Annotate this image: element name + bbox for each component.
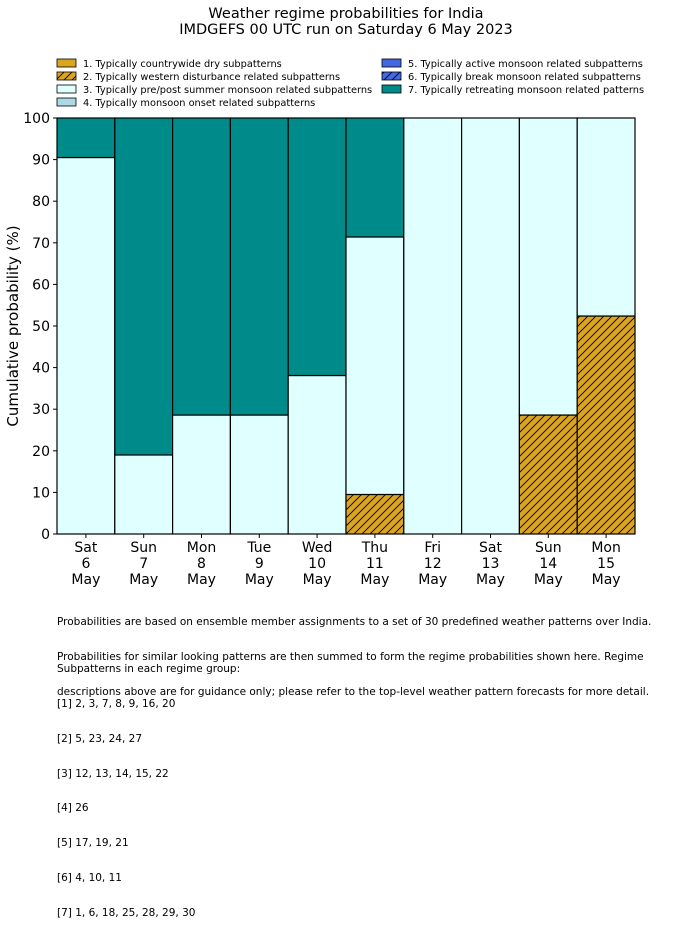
legend-label: 1. Typically countrywide dry subpatterns <box>83 59 282 70</box>
x-tick-label: May <box>245 572 274 588</box>
bar-segment <box>518 414 578 535</box>
subpatterns-item: [4] 26 <box>57 802 89 815</box>
legend-label: 4. Typically monsoon onset related subpa… <box>83 98 315 109</box>
y-tick-label: 0 <box>41 527 50 543</box>
x-tick-label: May <box>418 572 447 588</box>
bar-segment <box>229 414 289 535</box>
x-tick-label: May <box>360 572 389 588</box>
subpatterns-item: [1] 2, 3, 7, 8, 9, 16, 20 <box>57 697 176 710</box>
x-tick-label: May <box>129 572 158 588</box>
x-tick-label: 12 <box>424 556 442 572</box>
y-axis-label: Cumulative probability (%) <box>4 225 22 426</box>
x-tick-label: 13 <box>482 556 500 572</box>
legend-entry: 2. Typically western disturbance related… <box>56 71 340 83</box>
x-tick-label: May <box>303 572 332 588</box>
bar-segment <box>229 117 289 416</box>
y-tick-label: 90 <box>32 153 50 169</box>
y-tick-label: 80 <box>32 194 50 210</box>
subpatterns-item: [6] 4, 10, 11 <box>57 871 122 884</box>
legend-label: 7. Typically retreating monsoon related … <box>408 85 644 96</box>
bar-segment <box>56 156 116 535</box>
bar-segment <box>114 454 174 535</box>
bar-segment <box>345 117 405 238</box>
x-tick-label: May <box>592 572 621 588</box>
legend-entry: 6. Typically break monsoon related subpa… <box>381 71 641 83</box>
legend-swatch <box>57 59 76 67</box>
legend-swatch <box>382 59 401 67</box>
legend-label: 6. Typically break monsoon related subpa… <box>408 72 641 83</box>
x-tick-label: 9 <box>255 556 264 572</box>
y-tick-label: 50 <box>32 319 50 335</box>
bar-segment <box>461 117 521 535</box>
x-tick-label: May <box>187 572 216 588</box>
legend-swatch <box>382 85 401 93</box>
subpatterns-item: [7] 1, 6, 18, 25, 28, 29, 30 <box>57 906 196 919</box>
chart-title: Weather regime probabilities for India <box>208 6 483 22</box>
legend-label: 3. Typically pre/post summer monsoon rel… <box>83 85 372 96</box>
legend-swatch <box>57 98 76 106</box>
x-tick-label: Sun <box>130 540 157 556</box>
bars <box>56 117 636 535</box>
subpatterns-title: Subpatterns in each regime group: <box>57 663 241 676</box>
x-tick-label: Sat <box>74 540 97 556</box>
x-tick-label: 8 <box>197 556 206 572</box>
subpatterns-item: [3] 12, 13, 14, 15, 22 <box>57 767 169 780</box>
bar-segment <box>345 493 405 535</box>
legend: 1. Typically countrywide dry subpatterns… <box>56 58 644 109</box>
legend-swatch <box>57 85 76 93</box>
y-tick-label: 40 <box>32 361 50 377</box>
legend-entry: 4. Typically monsoon onset related subpa… <box>56 97 315 109</box>
x-tick-label: May <box>476 572 505 588</box>
legend-entry: 3. Typically pre/post summer monsoon rel… <box>56 84 372 96</box>
x-tick-label: 6 <box>81 556 90 572</box>
x-tick-label: Mon <box>591 540 621 556</box>
x-tick-label: Fri <box>424 540 441 556</box>
legend-entry: 5. Typically active monsoon related subp… <box>381 58 643 70</box>
footnote-line: Probabilities are based on ensemble memb… <box>57 616 652 629</box>
y-tick-label: 60 <box>32 277 50 293</box>
y-tick-label: 100 <box>23 111 50 127</box>
x-tick-label: May <box>71 572 100 588</box>
chart-subtitle: IMDGEFS 00 UTC run on Saturday 6 May 202… <box>179 22 513 38</box>
subpatterns-item: [5] 17, 19, 21 <box>57 837 129 850</box>
bar-segment <box>56 117 116 159</box>
x-tick-label: Thu <box>361 540 388 556</box>
bar-segment <box>287 117 347 377</box>
subpatterns-item: [2] 5, 23, 24, 27 <box>57 732 142 745</box>
axes: 0102030405060708090100Sat6MaySun7MayMon8… <box>23 111 636 588</box>
bar-segment <box>576 315 636 535</box>
bar-segment <box>518 117 578 416</box>
x-tick-label: Tue <box>246 540 271 556</box>
x-tick-label: Sat <box>479 540 502 556</box>
x-tick-label: 7 <box>139 556 148 572</box>
bar-segment <box>114 117 174 456</box>
x-tick-label: 11 <box>366 556 384 572</box>
legend-entry: 7. Typically retreating monsoon related … <box>381 84 644 96</box>
y-tick-label: 70 <box>32 236 50 252</box>
x-tick-label: Mon <box>187 540 217 556</box>
x-tick-label: 14 <box>539 556 557 572</box>
x-tick-label: Wed <box>302 540 333 556</box>
chart: Weather regime probabilities for India I… <box>4 6 644 588</box>
bar-segment <box>172 414 232 535</box>
footnote-text: Probabilities are based on ensemble memb… <box>57 594 651 710</box>
y-tick-label: 30 <box>32 402 50 418</box>
x-tick-label: Sun <box>535 540 562 556</box>
legend-entry: 1. Typically countrywide dry subpatterns <box>56 58 282 70</box>
bar-segment <box>345 236 405 496</box>
x-tick-label: 10 <box>308 556 326 572</box>
legend-label: 5. Typically active monsoon related subp… <box>408 59 643 70</box>
bar-segment <box>172 117 232 416</box>
y-tick-label: 10 <box>32 485 50 501</box>
bar-segment <box>403 117 463 535</box>
subpatterns-list: Subpatterns in each regime group: [1] 2,… <box>57 641 240 931</box>
x-tick-label: May <box>534 572 563 588</box>
footnote-line: descriptions above are for guidance only… <box>57 685 650 698</box>
bar-segment <box>287 374 347 535</box>
legend-label: 2. Typically western disturbance related… <box>83 72 340 83</box>
footnote-line: Probabilities for similar looking patter… <box>57 650 644 663</box>
bar-segment <box>576 117 636 317</box>
y-tick-label: 20 <box>32 444 50 460</box>
x-tick-label: 15 <box>597 556 615 572</box>
